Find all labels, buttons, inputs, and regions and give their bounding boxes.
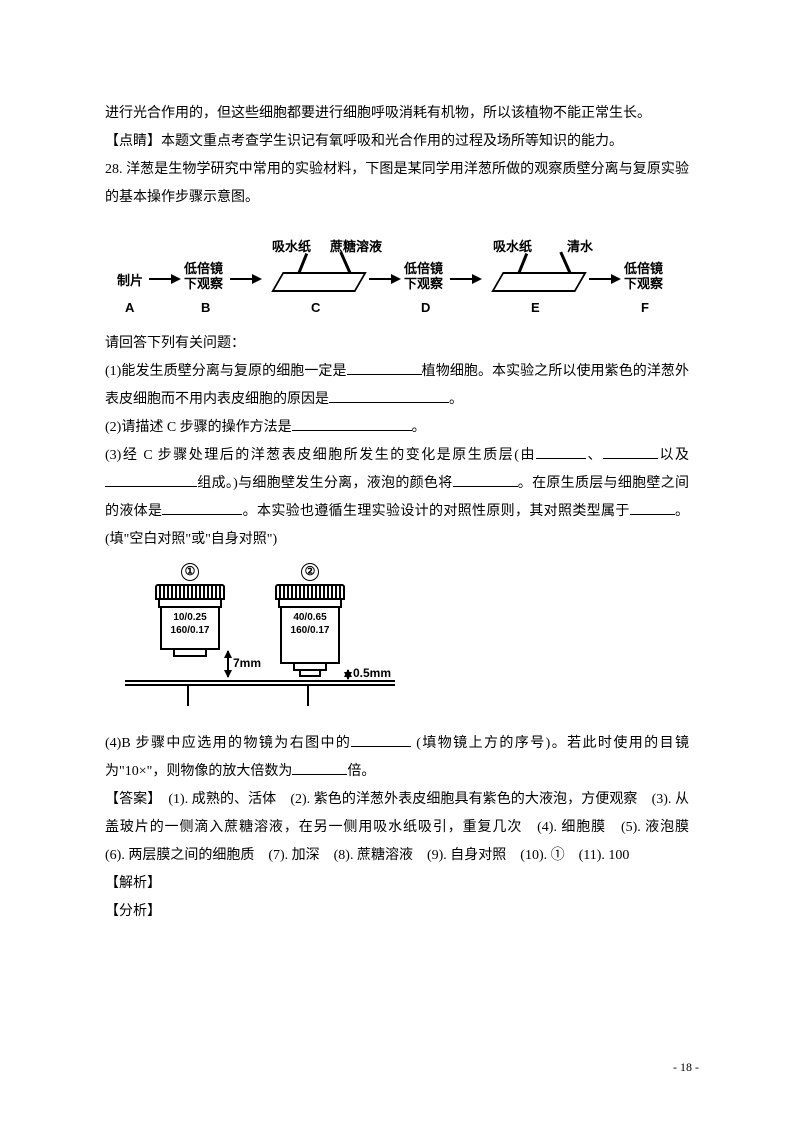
arrow-icon xyxy=(230,278,260,280)
dimension-arrow-1 xyxy=(227,651,229,677)
arrow-icon xyxy=(149,278,179,280)
lens-1-gap: 7mm xyxy=(233,656,261,670)
lens-1: 10/0.25 160/0.17 xyxy=(155,584,225,657)
step-b-label: 低倍镜 下观察 xyxy=(184,262,223,292)
step-e-letter: E xyxy=(531,300,540,315)
question-28-stem: 28. 洋葱是生物学研究中常用的实验材料，下图是某同学用洋葱所做的观察质壁分离与… xyxy=(105,156,689,212)
question-1: (1)能发生质壁分离与复原的细胞一定是植物细胞。本实验之所以使用紫色的洋葱外表皮… xyxy=(105,358,689,414)
slide-icon xyxy=(271,272,367,292)
explanation-header: 【解析】 xyxy=(105,870,689,898)
tick-1 xyxy=(187,684,189,706)
experiment-flow-diagram: 制片 A 低倍镜 下观察 B 吸水纸 蔗糖溶液 C 低倍镜 下观察 D 吸水纸 … xyxy=(117,224,677,324)
lens-1-number: ① xyxy=(155,562,225,581)
step-f-label: 低倍镜 下观察 xyxy=(624,262,663,292)
paragraph-continuation: 进行光合作用的，但这些细胞都要进行细胞呼吸消耗有机物，所以该植物不能正常生长。 xyxy=(105,100,689,128)
step-c-letter: C xyxy=(311,300,320,315)
question-2: (2)请描述 C 步骤的操作方法是。 xyxy=(105,414,689,442)
step-a-letter: A xyxy=(125,300,134,315)
answer-section: 【答案】 (1). 成熟的、活体 (2). 紫色的洋葱外表皮细胞具有紫色的大液泡… xyxy=(105,786,689,870)
question-3: (3)经 C 步骤处理后的洋葱表皮细胞所发生的变化是原生质层(由、以及组成。)与… xyxy=(105,442,689,554)
arrow-icon xyxy=(450,278,480,280)
paragraph-tip: 【点睛】本题文重点考查学生识记有氧呼吸和光合作用的过程及场所等知识的能力。 xyxy=(105,128,689,156)
baseline-2 xyxy=(125,684,395,686)
step-d-letter: D xyxy=(421,300,430,315)
baseline xyxy=(125,680,395,682)
water-label: 清水 xyxy=(567,236,593,255)
objective-lens-diagram: ① 10/0.25 160/0.17 7mm ② 40/0.65 160/0.1… xyxy=(105,562,405,722)
sucrose-label: 蔗糖溶液 xyxy=(330,236,382,255)
analysis-header: 【分析】 xyxy=(105,898,689,926)
lens-2-gap: 0.5mm xyxy=(353,666,391,680)
dimension-arrow-2 xyxy=(347,670,349,679)
slide-icon-2 xyxy=(491,272,587,292)
lens-2: 40/0.65 160/0.17 xyxy=(275,584,345,677)
step-d-label: 低倍镜 下观察 xyxy=(404,262,443,292)
step-f-letter: F xyxy=(641,300,649,315)
lens-2-number: ② xyxy=(275,562,345,581)
absorbent-paper-label-2: 吸水纸 xyxy=(493,236,532,255)
question-4: (4)B 步骤中应选用的物镜为右图中的 (填物镜上方的序号)。若此时使用的目镜为… xyxy=(105,730,689,786)
question-prompt: 请回答下列有关问题： xyxy=(105,330,689,358)
arrow-icon xyxy=(589,278,619,280)
step-b-letter: B xyxy=(201,300,210,315)
arrow-icon xyxy=(369,278,399,280)
step-a-label: 制片 xyxy=(117,270,143,289)
tick-2 xyxy=(307,684,309,706)
page-number: - 18 - xyxy=(673,1060,699,1075)
